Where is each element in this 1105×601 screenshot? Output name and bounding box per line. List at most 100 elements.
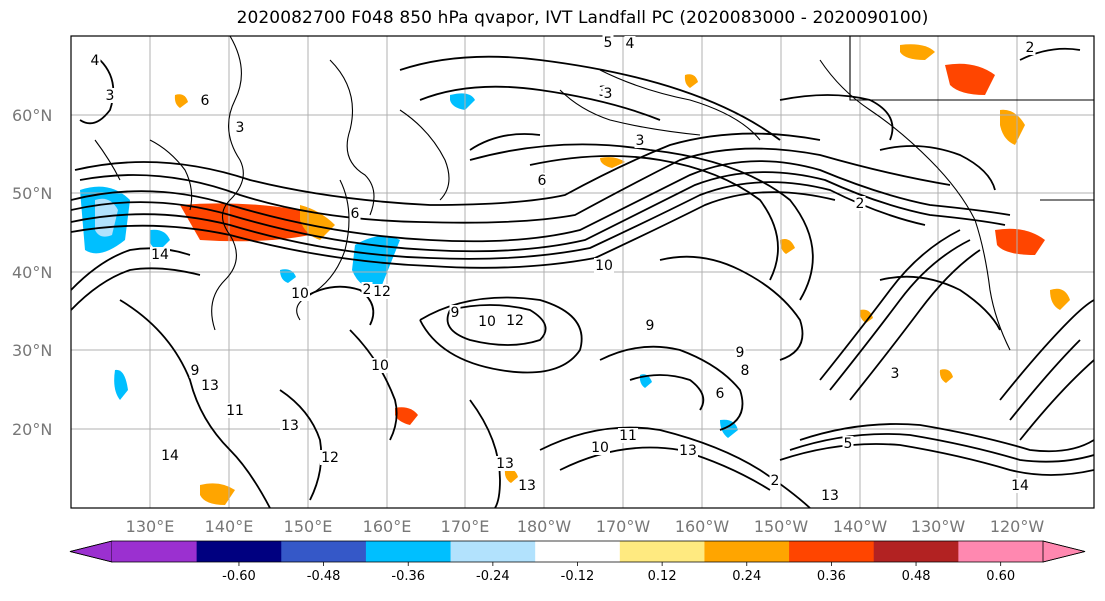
contour-label: 6	[351, 206, 360, 222]
contour-label: 3	[106, 88, 115, 104]
contour-label: 13	[281, 418, 299, 434]
contour-label: 12	[373, 284, 391, 300]
colorbar	[69, 540, 1086, 563]
contour-label: 6	[538, 173, 547, 189]
lat-label: 60°N	[12, 106, 52, 125]
contour-label-bg	[372, 284, 392, 299]
contour-label: 13	[518, 478, 536, 494]
contour-label: 2	[1026, 40, 1035, 56]
lon-label: 150°E	[284, 517, 333, 536]
map-frame	[70, 35, 1095, 509]
contour-label-bg	[602, 35, 614, 50]
colorbar-segment	[873, 541, 959, 562]
contour-label: 13	[821, 488, 839, 504]
contour-label-bg	[842, 436, 854, 451]
lon-label: 140°W	[833, 517, 888, 536]
lon-label: 180°W	[517, 517, 572, 536]
contour-label: 9	[646, 318, 655, 334]
contour-label-bg	[739, 363, 751, 378]
contour-label-bg	[820, 488, 840, 503]
contour-label-bg	[714, 386, 726, 401]
lon-label: 170°W	[596, 517, 651, 536]
lat-label: 40°N	[12, 263, 52, 282]
colorbar-segment	[958, 541, 1044, 562]
lon-label: 130°W	[911, 517, 966, 536]
lat-label: 50°N	[12, 184, 52, 203]
contour-label-bg	[189, 363, 201, 378]
colorbar-segment	[281, 541, 367, 562]
contour-label-bg	[854, 196, 866, 211]
contour-label-bg	[477, 314, 497, 329]
contour-label: 9	[191, 363, 200, 379]
contour-label: 10	[371, 358, 389, 374]
contour-label: 10	[478, 314, 496, 330]
contour-label-bg	[150, 247, 170, 262]
colorbar-tick-label: 0.60	[986, 569, 1015, 584]
contour-label: 6	[716, 386, 725, 402]
lon-label: 140°E	[205, 517, 254, 536]
contour-label-bg	[449, 305, 461, 320]
colorbar-tick-label: 0.24	[732, 569, 761, 584]
map-title: 2020082700 F048 850 hPa qvapor, IVT Land…	[236, 8, 929, 28]
contour-label: 13	[201, 378, 219, 394]
latitude-labels: 60°N 50°N 40°N 30°N 20°N	[12, 106, 52, 439]
lon-label: 160°W	[675, 517, 730, 536]
colorbar-tick-label: 0.36	[817, 569, 846, 584]
ivt-contours	[71, 47, 1094, 508]
contour-label: 6	[201, 93, 210, 109]
colorbar-tick-label: -0.48	[307, 569, 341, 584]
contour-label-bg	[517, 478, 537, 493]
contour-label-bg	[225, 403, 245, 418]
contour-label: 14	[151, 247, 169, 263]
colorbar-segment	[450, 541, 536, 562]
contour-label-bg	[1024, 40, 1036, 55]
contour-label-bg	[634, 133, 646, 148]
contour-label-bg	[160, 448, 180, 463]
contour-label-bg	[200, 378, 220, 393]
lat-label: 30°N	[12, 341, 52, 360]
contour-label-bg	[290, 286, 310, 301]
contour-label: 10	[591, 440, 609, 456]
contour-label-bg	[734, 345, 746, 360]
contour-label-bg	[361, 282, 373, 297]
contour-label: 14	[161, 448, 179, 464]
colorbar-tick-label: -0.12	[561, 569, 595, 584]
longitude-labels: 130°E 140°E 150°E 160°E 170°E 180°W 170°…	[126, 517, 1045, 536]
colorbar-tick-label: -0.36	[391, 569, 425, 584]
colorbar-tick-label: -0.60	[222, 569, 256, 584]
contour-label: 13	[496, 456, 514, 472]
colorbar-segment	[365, 541, 452, 562]
contour-label: 11	[226, 403, 244, 419]
contour-label-bg	[280, 418, 300, 433]
contour-label: 12	[506, 313, 524, 329]
colorbar-tick-label: -0.24	[476, 569, 510, 584]
contour-label: 14	[1011, 478, 1029, 494]
contour-label: 5	[844, 436, 853, 452]
contour-label-bg	[104, 88, 116, 103]
colorbar-extend-low	[69, 540, 113, 563]
contour-label: 10	[595, 258, 613, 274]
lat-label: 20°N	[12, 420, 52, 439]
colorbar-outline	[69, 540, 1086, 563]
colorbar-segment	[704, 541, 790, 562]
contour-label: 3	[604, 86, 613, 102]
lon-label: 160°E	[363, 517, 412, 536]
contour-label: 8	[741, 363, 750, 379]
lon-label: 170°E	[441, 517, 490, 536]
contour-label: 3	[636, 133, 645, 149]
contour-label: 10	[291, 286, 309, 302]
contour-label: 4	[626, 36, 635, 52]
contour-label-bg	[889, 366, 901, 381]
contour-label: 11	[619, 428, 637, 444]
contour-label: 5	[604, 35, 613, 51]
lon-label: 130°E	[126, 517, 175, 536]
contour-label-bg	[320, 450, 340, 465]
contour-label: 2	[363, 282, 372, 298]
contour-label: 3	[891, 366, 900, 382]
contour-label: 9	[736, 345, 745, 361]
contour-label-bg	[199, 93, 211, 108]
contour-label-bg	[769, 473, 781, 488]
contour-label-bg	[594, 258, 614, 273]
colorbar-tick-label: 0.12	[648, 569, 677, 584]
